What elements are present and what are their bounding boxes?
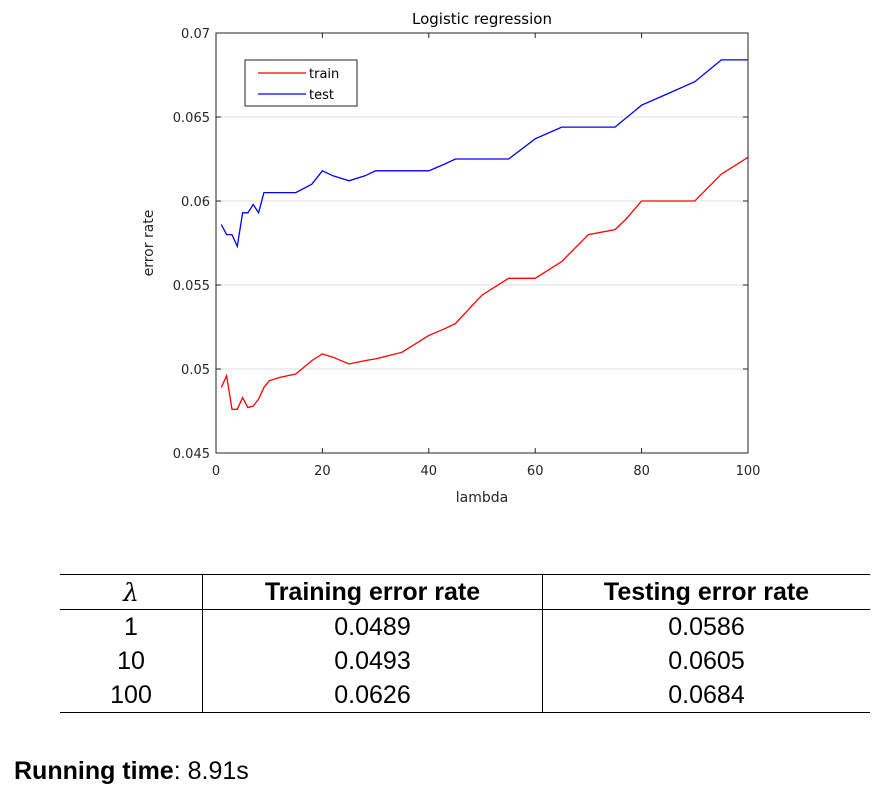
table-row: 1 0.0489 0.0586 xyxy=(60,609,870,644)
logistic-regression-chart: 0 20 40 60 80 100 0.045 0.05 0.055 0.06 0.065 0.07… xyxy=(141,10,761,506)
header-lambda: λ xyxy=(60,574,203,610)
y-tick-label: 0.065 xyxy=(173,111,210,126)
series-line-train xyxy=(220,156,749,410)
x-tick-label: 60 xyxy=(527,464,544,479)
y-tick-label: 0.05 xyxy=(181,363,210,378)
series-lines xyxy=(220,59,749,410)
cell-lambda: 1 xyxy=(60,609,203,644)
cell-training-error: 0.0626 xyxy=(202,678,543,713)
y-tick-label: 0.055 xyxy=(173,279,210,294)
cell-testing-error: 0.0586 xyxy=(668,612,745,641)
cell-training-error: 0.0489 xyxy=(202,609,543,644)
x-tick-label: 20 xyxy=(314,464,331,479)
y-tick-label: 0.06 xyxy=(181,195,210,210)
legend-box xyxy=(244,59,358,107)
x-tick-label: 100 xyxy=(736,464,761,479)
legend-test-label: test xyxy=(309,88,334,103)
cell-lambda: 100 xyxy=(60,678,203,713)
y-axis-label: error rate xyxy=(141,210,157,277)
cell-training-error: 0.0493 xyxy=(202,644,543,678)
y-axis: 0.045 0.05 0.055 0.06 0.065 0.07 xyxy=(173,27,748,462)
header-training-error: Training error rate xyxy=(202,574,543,610)
grid-lines xyxy=(216,116,748,370)
y-tick-label: 0.07 xyxy=(181,27,210,42)
series-line-test xyxy=(220,59,748,249)
header-testing-error: Testing error rate xyxy=(542,574,870,610)
chart-title: Logistic regression xyxy=(412,10,552,28)
running-time-separator: : xyxy=(173,757,181,785)
running-time-label: Running time xyxy=(14,757,174,785)
running-time-value: 8.91s xyxy=(187,757,249,785)
x-tick-label: 80 xyxy=(633,464,650,479)
x-axis: 0 20 40 60 80 100 xyxy=(212,33,761,479)
cell-testing-error: 0.0684 xyxy=(542,678,870,713)
legend-train-label: train xyxy=(309,67,339,82)
results-table: λ Training error rate Testing error rate… xyxy=(60,574,870,713)
running-time: Running time: 8.91s xyxy=(14,757,249,786)
plot-area-border xyxy=(215,32,749,454)
x-tick-label: 40 xyxy=(421,464,438,479)
legend: train test xyxy=(244,59,358,107)
table-row: 100 0.0626 0.0684 xyxy=(60,678,870,713)
y-tick-label: 0.045 xyxy=(173,447,210,462)
table-header-row: λ Training error rate Testing error rate xyxy=(60,574,870,610)
cell-lambda: 10 xyxy=(60,644,203,678)
x-axis-label: lambda xyxy=(456,490,508,506)
cell-testing-error: 0.0605 xyxy=(668,646,745,675)
x-tick-label: 0 xyxy=(212,464,220,479)
table-row: 10 0.0493 0.0605 xyxy=(60,644,870,678)
